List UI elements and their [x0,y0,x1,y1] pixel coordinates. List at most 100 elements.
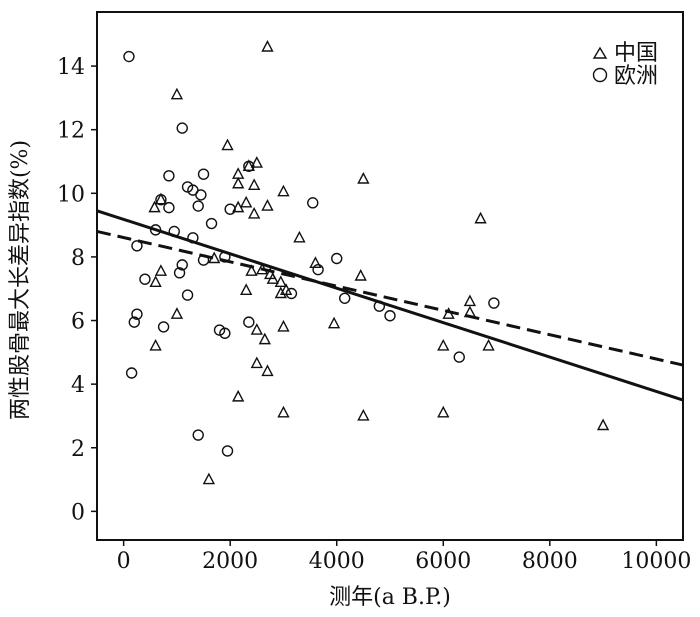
point-china [357,408,370,421]
point-china [245,264,258,276]
legend-circle-icon [592,67,608,83]
point-europe [312,263,324,276]
y-tick-label: 8 [71,246,85,271]
point-europe [219,327,231,339]
point-china [437,338,450,351]
point-china [250,356,263,369]
point-china [274,275,287,288]
x-tick-label: 10000 [621,549,691,574]
point-china [474,211,487,224]
point-europe [384,310,396,322]
data-points [123,39,610,485]
y-tick-label: 0 [71,500,85,525]
point-europe [163,170,175,182]
point-europe [285,287,298,300]
point-china [463,305,477,318]
point-europe [139,273,151,285]
x-tick-label: 2000 [202,549,258,574]
fit-lines [96,209,684,402]
point-china [277,405,290,418]
point-china [482,338,495,351]
point-china [247,178,261,191]
point-china [154,192,168,205]
point-china [437,405,450,418]
point-europe [488,297,500,309]
point-china [442,307,455,319]
point-europe [197,254,210,266]
point-europe [197,168,210,180]
x-tick-label: 4000 [309,549,365,574]
y-axis-title: 两性股骨最大长差异指数(%) [8,140,33,420]
point-china [255,262,269,275]
y-tick-label: 12 [57,119,85,144]
point-europe [192,429,204,441]
point-china [263,267,277,280]
x-axis-title: 测年(a B.P.) [329,585,451,610]
legend-label-europe: 欧洲 [614,64,658,89]
point-europe [243,316,255,328]
y-tick-label: 6 [71,310,85,335]
point-china [242,159,255,171]
point-europe [219,251,231,263]
point-europe [373,300,386,312]
point-europe [155,193,167,206]
point-china [277,184,290,197]
fit-line-europe [96,230,684,367]
point-europe [205,217,218,230]
point-china [232,389,245,402]
point-china [232,176,245,189]
point-china [327,316,341,329]
point-europe [131,240,143,252]
legend-label-china: 中国 [614,41,658,66]
legend: 中国 欧洲 [592,41,658,89]
point-europe [176,122,188,134]
point-europe [176,259,188,271]
point-china [293,230,306,243]
point-china [202,472,216,485]
point-europe [163,201,175,214]
point-china [154,264,168,276]
point-china [247,206,261,219]
x-tick-label: 8000 [522,549,578,574]
point-china [277,319,290,332]
point-europe [123,50,135,63]
point-china [261,39,274,52]
y-axis-ticks: 0 2 4 6 8 10 12 14 [57,55,97,525]
point-china [354,268,367,281]
x-axis-ticks: 0 2000 4000 6000 8000 10000 [117,540,691,574]
point-china [170,87,184,100]
point-europe [128,316,140,328]
point-china [149,338,162,351]
point-china [357,171,370,184]
point-europe [224,203,236,215]
point-china [240,283,253,296]
point-china [208,251,221,264]
point-china [149,275,162,288]
point-china [261,364,274,377]
point-china [170,307,184,319]
legend-triangle-icon [592,46,608,59]
point-china [261,199,274,211]
y-tick-label: 2 [71,437,85,462]
point-europe [331,252,343,265]
point-europe [195,189,207,201]
point-europe [221,445,234,457]
y-tick-label: 10 [57,182,85,207]
point-europe [157,321,170,333]
y-tick-label: 4 [71,373,85,398]
point-europe [131,308,143,320]
point-europe [307,197,319,209]
plot-frame [96,11,684,541]
point-china [221,138,234,151]
point-china [463,294,477,307]
point-china [274,286,287,299]
point-europe [187,232,199,244]
fit-line-china [96,209,684,402]
x-tick-label: 6000 [415,549,471,574]
point-china [240,195,253,208]
x-tick-label: 0 [117,549,131,574]
point-europe [192,200,204,212]
point-europe [243,160,255,172]
point-china [148,200,161,213]
